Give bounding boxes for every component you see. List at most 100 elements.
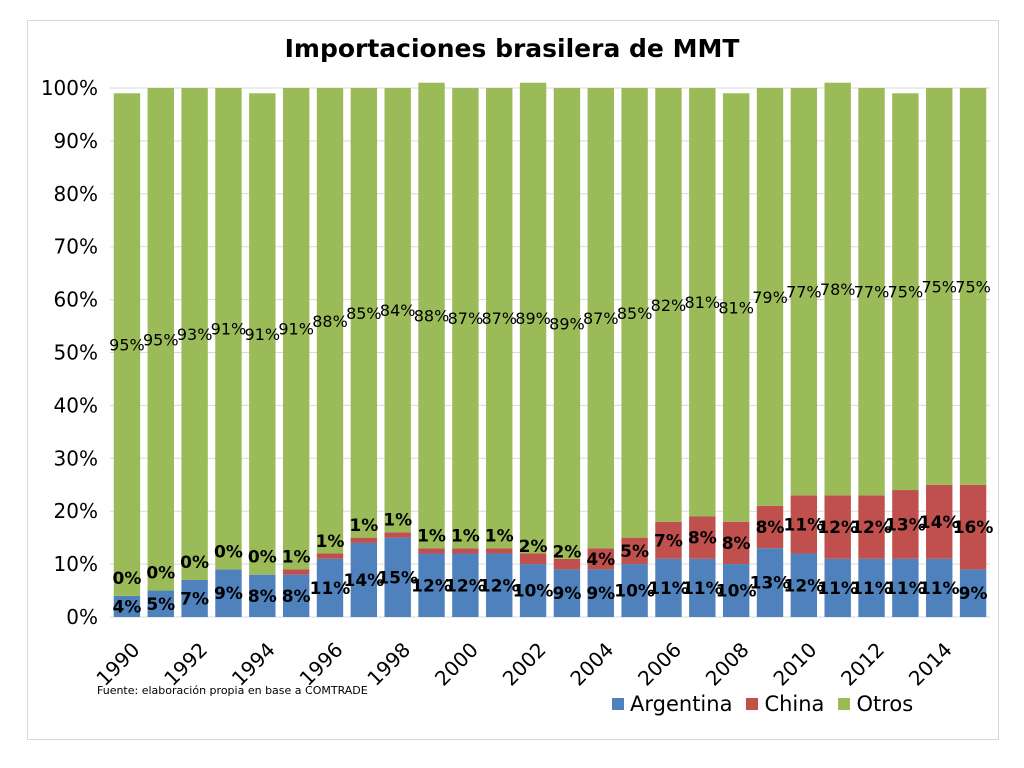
- bar-otros: [756, 88, 784, 506]
- bar-china: [959, 484, 987, 570]
- bar-otros: [689, 88, 716, 517]
- data-label-otros: 87%: [481, 309, 517, 328]
- bar-argentina: [181, 579, 208, 617]
- data-label-china: 1%: [349, 516, 378, 536]
- data-label-otros: 88%: [414, 306, 450, 325]
- data-label-argentina: 12%: [445, 576, 486, 596]
- y-tick-label: 30%: [54, 446, 98, 470]
- data-label-otros: 85%: [346, 304, 382, 323]
- x-tick-label: 1998: [362, 638, 415, 691]
- bar-china: [756, 505, 784, 549]
- bar-argentina: [689, 558, 716, 617]
- bar-china: [486, 548, 513, 554]
- bar-otros: [519, 82, 547, 554]
- data-label-otros: 82%: [651, 296, 687, 315]
- data-label-china: 14%: [919, 513, 960, 533]
- data-label-china: 0%: [214, 542, 243, 562]
- bar-china: [282, 569, 310, 575]
- y-tick-label: 20%: [54, 499, 98, 523]
- bar-argentina: [824, 558, 851, 617]
- bar-china: [553, 558, 581, 570]
- data-label-china: 8%: [688, 529, 717, 549]
- data-label-argentina: 13%: [750, 574, 791, 594]
- bar-china: [722, 521, 750, 565]
- legend-label-argentina: Argentina: [630, 692, 733, 716]
- y-tick-label: 100%: [41, 76, 98, 100]
- legend-label-china: China: [764, 692, 825, 716]
- data-label-otros: 93%: [177, 325, 213, 344]
- data-label-china: 1%: [451, 527, 480, 547]
- bar-argentina: [384, 537, 411, 617]
- data-label-argentina: 8%: [248, 587, 277, 607]
- data-label-otros: 95%: [143, 330, 179, 349]
- data-label-otros: 85%: [617, 304, 653, 323]
- bar-china: [858, 495, 885, 559]
- data-label-argentina: 15%: [377, 568, 418, 588]
- data-label-argentina: 9%: [214, 584, 243, 604]
- legend-item-china: China: [746, 692, 824, 716]
- legend: Argentina China Otros: [612, 692, 913, 716]
- data-label-otros: 78%: [820, 280, 856, 299]
- y-tick-label: 0%: [66, 605, 98, 629]
- data-label-china: 11%: [783, 515, 824, 535]
- bar-china: [452, 548, 479, 554]
- data-label-otros: 75%: [955, 277, 991, 296]
- data-label-otros: 77%: [854, 283, 890, 302]
- bar-otros: [282, 88, 310, 570]
- bar-argentina: [350, 542, 378, 617]
- bar-argentina: [587, 569, 614, 617]
- data-label-otros: 75%: [888, 283, 924, 302]
- data-label-argentina: 5%: [146, 595, 175, 615]
- bar-otros: [790, 88, 818, 496]
- data-label-china: 16%: [953, 518, 994, 538]
- data-label-china: 2%: [552, 542, 581, 562]
- data-label-china: 1%: [417, 527, 446, 547]
- data-label-china: 8%: [722, 534, 751, 554]
- legend-item-argentina: Argentina: [612, 692, 732, 716]
- data-label-otros: 79%: [752, 288, 788, 307]
- bar-otros: [316, 88, 344, 554]
- data-label-argentina: 9%: [586, 584, 615, 604]
- bar-argentina: [418, 553, 445, 617]
- y-tick-label: 50%: [54, 341, 98, 365]
- x-tick-label: 2008: [701, 638, 754, 691]
- data-label-argentina: 10%: [716, 582, 757, 602]
- data-label-china: 13%: [885, 515, 926, 535]
- bar-argentina: [722, 564, 750, 617]
- bar-argentina: [790, 553, 818, 617]
- data-label-otros: 81%: [685, 293, 721, 312]
- bar-otros: [587, 88, 614, 549]
- data-label-otros: 87%: [583, 309, 619, 328]
- y-tick-label: 10%: [54, 552, 98, 576]
- bar-otros: [824, 82, 851, 496]
- data-label-argentina: 10%: [513, 582, 554, 602]
- data-label-china: 5%: [620, 542, 649, 562]
- legend-swatch-otros: [838, 698, 851, 710]
- bar-otros: [452, 88, 479, 549]
- data-label-otros: 77%: [786, 283, 822, 302]
- data-label-otros: 95%: [109, 336, 145, 355]
- data-label-argentina: 10%: [614, 582, 655, 602]
- x-tick-label: 1994: [227, 638, 280, 691]
- y-tick-label: 70%: [54, 235, 98, 259]
- bar-argentina: [926, 558, 953, 617]
- data-label-otros: 91%: [278, 320, 314, 339]
- bar-china: [655, 521, 682, 559]
- bar-otros: [858, 88, 885, 496]
- bar-china: [689, 516, 716, 559]
- x-tick-label: 2000: [430, 638, 483, 691]
- y-tick-label: 90%: [54, 129, 98, 153]
- bar-china: [316, 553, 344, 559]
- bar-otros: [553, 88, 581, 559]
- chart-title: Importaciones brasilera de MMT: [284, 34, 740, 63]
- bar-china: [587, 548, 614, 570]
- source-note: Fuente: elaboración propia en base a COM…: [97, 684, 368, 697]
- data-label-argentina: 11%: [885, 579, 926, 599]
- data-label-argentina: 11%: [310, 579, 351, 599]
- data-label-argentina: 11%: [817, 579, 858, 599]
- bar-otros: [147, 88, 174, 591]
- bar-otros: [384, 88, 411, 533]
- data-label-china: 1%: [316, 532, 345, 552]
- x-tick-label: 2006: [633, 638, 686, 691]
